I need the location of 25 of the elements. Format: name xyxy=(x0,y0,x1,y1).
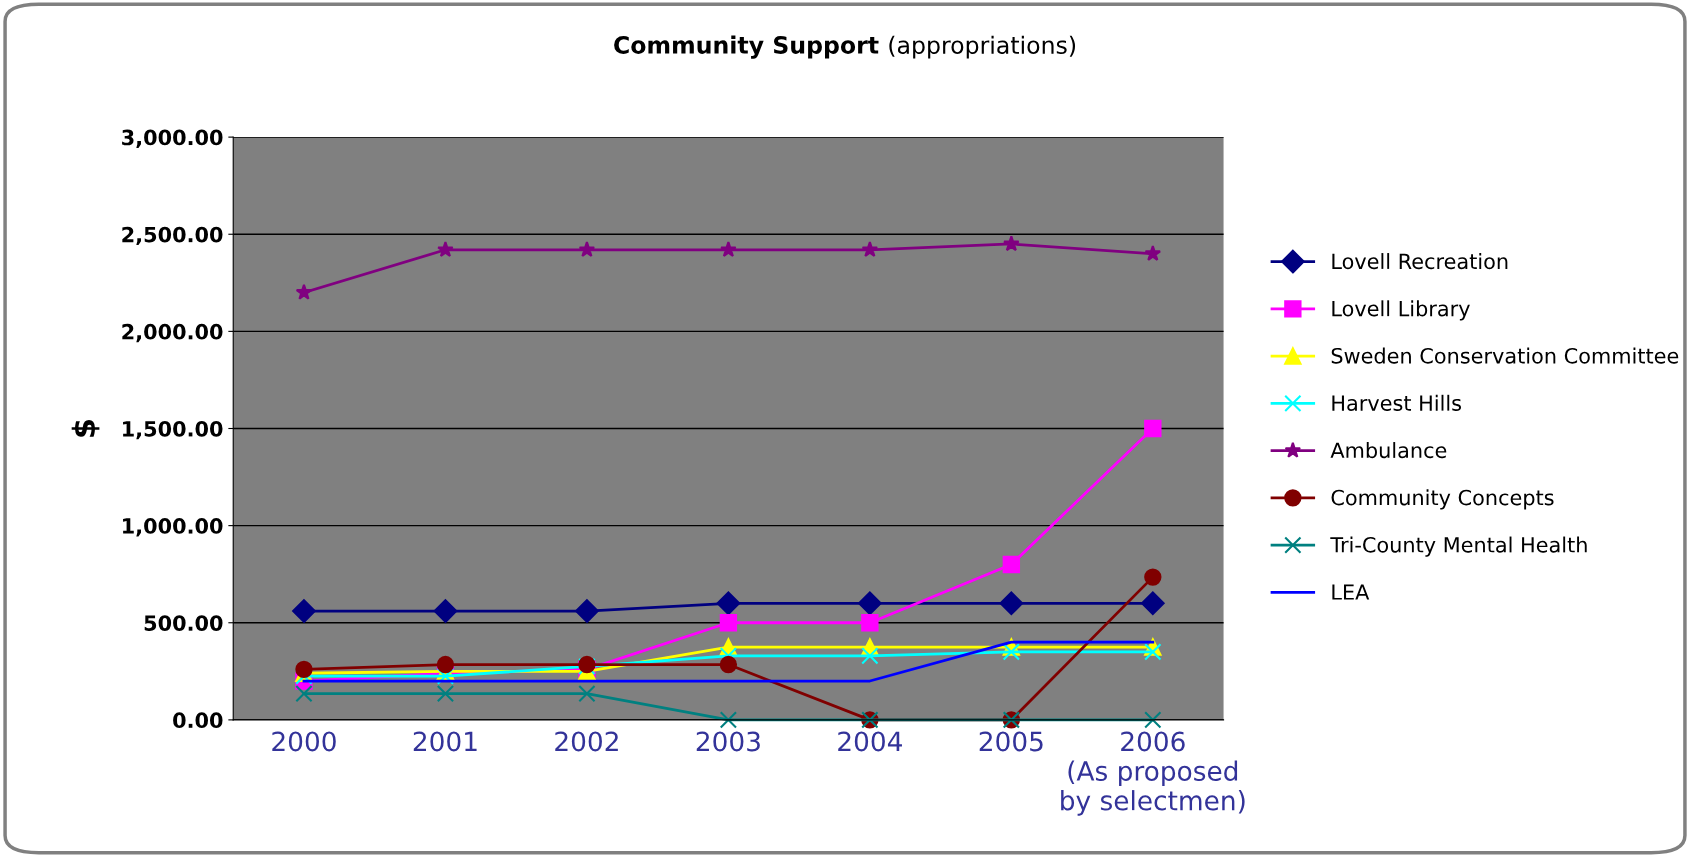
legend-label: Tri-County Mental Health xyxy=(1330,536,1587,557)
chart-title: Community Support xyxy=(614,35,879,59)
y-tick-label: 1,500.00 xyxy=(123,420,223,440)
x-tick-label: 2000 xyxy=(272,731,336,752)
legend-label: Sweden Conservation Committee xyxy=(1331,347,1679,364)
legend-label: Harvest Hills xyxy=(1332,394,1462,411)
x-tick-label: 2006 (As proposed by selectmen) xyxy=(1061,731,1245,816)
chart-subtitle: (appropriations) xyxy=(889,35,1076,59)
y-tick-label: 0.00 xyxy=(173,712,223,729)
legend-label: Lovell Recreation xyxy=(1332,253,1508,270)
x-tick-label: 2002 xyxy=(555,731,618,752)
x-tick-label: 2005 xyxy=(979,731,1043,752)
legend-label: Community Concepts xyxy=(1331,489,1554,510)
y-tick-label: 1,000.00 xyxy=(123,518,223,537)
legend-label: Lovell Library xyxy=(1332,300,1470,321)
legend-label: Ambulance xyxy=(1330,442,1447,459)
y-tick-label: 2,500.00 xyxy=(122,226,223,246)
y-tick-label: 2,000.00 xyxy=(122,323,223,343)
x-tick-label: 2003 xyxy=(696,731,760,752)
x-tick-label: 2001 xyxy=(413,731,477,752)
x-tick-label: 2004 xyxy=(838,731,902,752)
y-tick-label: 500.00 xyxy=(144,615,223,631)
y-axis-title: $ xyxy=(71,419,100,437)
y-tick-label: 3,000.00 xyxy=(122,129,223,148)
legend-label: LEA xyxy=(1332,584,1370,600)
